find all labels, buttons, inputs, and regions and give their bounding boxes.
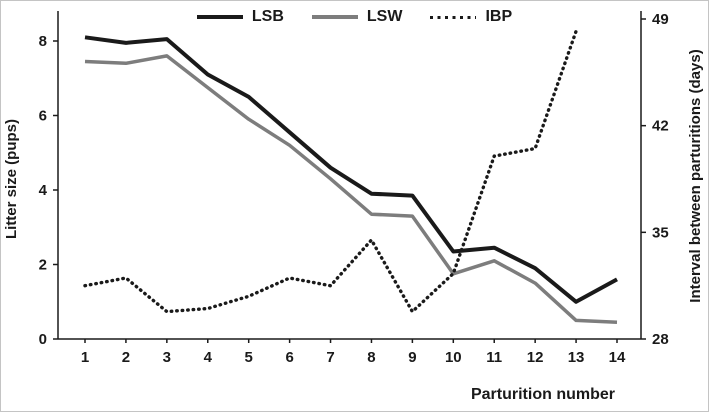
series-line-ibp	[83, 29, 578, 314]
right-tick-label: 35	[652, 224, 669, 241]
right-tick-label: 28	[652, 331, 669, 348]
legend-item-ibp: IBP	[430, 8, 512, 26]
lsb-line-sample	[196, 15, 243, 19]
x-tick-label: 10	[445, 349, 462, 366]
legend-item-lsw: LSW	[311, 8, 403, 26]
x-axis-title: Parturition number	[470, 386, 615, 403]
left-tick-label: 2	[39, 257, 47, 274]
legend-item-lsb: LSB	[196, 8, 284, 26]
x-tick-label: 9	[408, 349, 416, 366]
right-axis-title: Interval between parturitions (days)	[687, 49, 704, 303]
right-tick-label: 49	[652, 11, 669, 28]
x-tick-label: 2	[122, 349, 130, 366]
left-tick-label: 0	[39, 331, 47, 348]
chart-legend: LSB LSW IBP	[1, 8, 708, 26]
x-tick-label: 7	[326, 349, 334, 366]
x-tick-label: 5	[245, 349, 253, 366]
left-axis-title: Litter size (pups)	[3, 119, 20, 240]
x-tick-label: 3	[163, 349, 171, 366]
left-tick-label: 4	[39, 182, 48, 199]
left-tick-label: 6	[39, 108, 47, 125]
left-tick-label: 8	[39, 33, 47, 50]
lsw-line-sample	[311, 15, 358, 19]
legend-label-lsw: LSW	[366, 8, 403, 25]
legend-label-lsb: LSB	[251, 8, 284, 25]
legend-label-ibp: IBP	[485, 8, 513, 25]
series-line-lsb	[84, 35, 618, 304]
series-line-lsw	[84, 54, 618, 324]
ibp-line-sample	[430, 15, 477, 19]
right-tick-label: 42	[652, 118, 669, 135]
x-tick-label: 4	[204, 349, 213, 366]
x-tick-label: 12	[527, 349, 544, 366]
x-tick-label: 13	[568, 349, 585, 366]
x-tick-label: 11	[486, 349, 502, 366]
x-tick-label: 14	[609, 349, 626, 366]
x-tick-label: 8	[367, 349, 375, 366]
x-tick-label: 6	[285, 349, 293, 366]
x-tick-label: 1	[81, 349, 89, 366]
